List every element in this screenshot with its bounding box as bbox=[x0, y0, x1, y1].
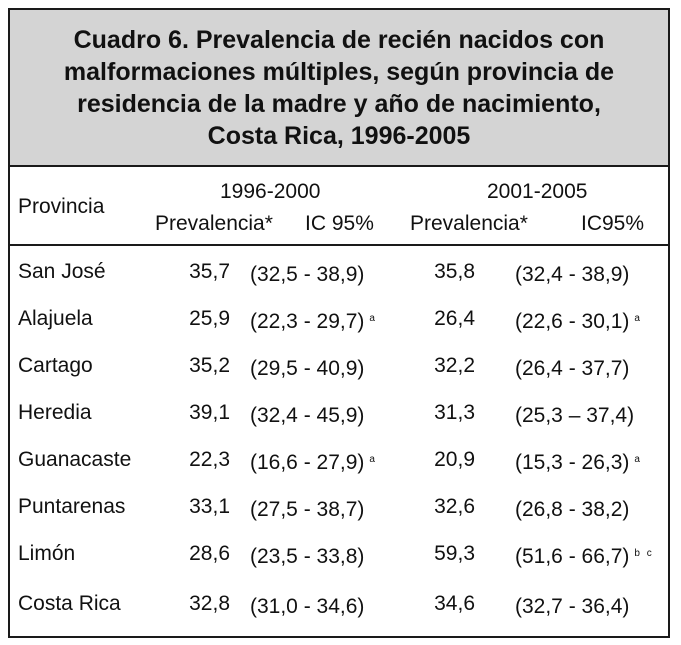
table-row-total: Costa Rica 32,8 (31,0 - 34,6) 34,6 (32,7… bbox=[10, 580, 668, 627]
cell-ic-1: (23,5 - 33,8) bbox=[250, 530, 369, 580]
cell-prevalencia-2: 26,4 bbox=[434, 307, 475, 330]
cell-prevalencia-1: 35,7 bbox=[189, 260, 230, 283]
cell-prevalencia-2: 34,6 bbox=[434, 592, 475, 615]
footnote-marker: a bbox=[369, 313, 377, 324]
ic-value: (32,4 - 45,9) bbox=[250, 404, 365, 427]
ic-value: (51,6 - 66,7) bbox=[515, 545, 630, 568]
footnote-marker: a bbox=[634, 454, 642, 465]
title-line: residencia de la madre y año de nacimien… bbox=[77, 90, 601, 118]
footnote-marker: a bbox=[634, 313, 642, 324]
header-provincia: Provincia bbox=[18, 195, 105, 218]
table-row: Heredia 39,1 (32,4 - 45,9) 31,3 (25,3 – … bbox=[10, 389, 668, 436]
footnote-marker: b c bbox=[634, 548, 654, 559]
ic-value: (26,8 - 38,2) bbox=[515, 498, 630, 521]
cell-ic-1: (27,5 - 38,7) bbox=[250, 483, 369, 533]
cell-prevalencia-2: 35,8 bbox=[434, 260, 475, 283]
cell-ic-2: (32,4 - 38,9) bbox=[515, 248, 634, 298]
cell-prevalencia-1: 35,2 bbox=[189, 354, 230, 377]
cell-provincia: Cartago bbox=[18, 354, 93, 377]
cell-ic-2: (15,3 - 26,3) a bbox=[515, 436, 642, 486]
cell-ic-2: (26,4 - 37,7) bbox=[515, 342, 634, 392]
cell-ic-2: (51,6 - 66,7) b c bbox=[515, 530, 654, 580]
ic-value: (15,3 - 26,3) bbox=[515, 451, 630, 474]
ic-value: (27,5 - 38,7) bbox=[250, 498, 365, 521]
table-title: Cuadro 6. Prevalencia de recién nacidos … bbox=[10, 24, 668, 152]
ic-value: (29,5 - 40,9) bbox=[250, 357, 365, 380]
cell-ic-2: (22,6 - 30,1) a bbox=[515, 295, 642, 345]
ic-value: (32,4 - 38,9) bbox=[515, 263, 630, 286]
title-line: malformaciones múltiples, según provinci… bbox=[63, 58, 615, 86]
ic-value: (32,5 - 38,9) bbox=[250, 263, 365, 286]
title-box: Cuadro 6. Prevalencia de recién nacidos … bbox=[10, 10, 668, 167]
cell-prevalencia-1: 25,9 bbox=[189, 307, 230, 330]
table-row: San José 35,7 (32,5 - 38,9) 35,8 (32,4 -… bbox=[10, 248, 668, 295]
ic-value: (22,3 - 29,7) bbox=[250, 310, 365, 333]
ic-value: (31,0 - 34,6) bbox=[250, 595, 365, 618]
ic-value: (16,6 - 27,9) bbox=[250, 451, 365, 474]
cell-provincia: San José bbox=[18, 260, 106, 283]
header-prevalencia-1: Prevalencia* bbox=[155, 212, 273, 235]
header-ic-1: IC 95% bbox=[305, 212, 374, 235]
table-row: Alajuela 25,9 (22,3 - 29,7) a 26,4 (22,6 … bbox=[10, 295, 668, 342]
table-row: Limón 28,6 (23,5 - 33,8) 59,3 (51,6 - 66… bbox=[10, 530, 668, 577]
cell-ic-2: (26,8 - 38,2) bbox=[515, 483, 634, 533]
cell-prevalencia-2: 31,3 bbox=[434, 401, 475, 424]
cell-provincia: Costa Rica bbox=[18, 592, 121, 615]
cell-prevalencia-1: 33,1 bbox=[189, 495, 230, 518]
cell-prevalencia-2: 20,9 bbox=[434, 448, 475, 471]
cell-provincia: Puntarenas bbox=[18, 495, 126, 518]
cell-ic-1: (29,5 - 40,9) bbox=[250, 342, 369, 392]
header-period-1996-2000: 1996-2000 bbox=[220, 180, 321, 203]
header-prevalencia-2: Prevalencia* bbox=[410, 212, 528, 235]
header-divider bbox=[10, 244, 668, 246]
header-period-2001-2005: 2001-2005 bbox=[487, 180, 588, 203]
title-line: Cuadro 6. Prevalencia de recién nacidos … bbox=[73, 26, 605, 54]
cell-ic-1: (22,3 - 29,7) a bbox=[250, 295, 377, 345]
cell-ic-2: (25,3 – 37,4) bbox=[515, 389, 639, 439]
title-line: Costa Rica, 1996-2005 bbox=[207, 122, 471, 150]
ic-value: (22,6 - 30,1) bbox=[515, 310, 630, 333]
ic-value: (32,7 - 36,4) bbox=[515, 595, 630, 618]
cell-prevalencia-2: 32,2 bbox=[434, 354, 475, 377]
cell-ic-1: (16,6 - 27,9) a bbox=[250, 436, 377, 486]
cell-ic-1: (32,4 - 45,9) bbox=[250, 389, 369, 439]
ic-value: (26,4 - 37,7) bbox=[515, 357, 630, 380]
cell-prevalencia-1: 32,8 bbox=[189, 592, 230, 615]
cell-prevalencia-2: 59,3 bbox=[434, 542, 475, 565]
table-row: Guanacaste 22,3 (16,6 - 27,9) a 20,9 (15,… bbox=[10, 436, 668, 483]
cell-ic-1: (32,5 - 38,9) bbox=[250, 248, 369, 298]
cell-prevalencia-1: 39,1 bbox=[189, 401, 230, 424]
table-row: Puntarenas 33,1 (27,5 - 38,7) 32,6 (26,8… bbox=[10, 483, 668, 530]
header-ic-2: IC95% bbox=[581, 212, 645, 235]
cell-prevalencia-1: 22,3 bbox=[189, 448, 230, 471]
cell-ic-2: (32,7 - 36,4) bbox=[515, 580, 634, 630]
cell-provincia: Heredia bbox=[18, 401, 92, 424]
cell-prevalencia-2: 32,6 bbox=[434, 495, 475, 518]
table-frame: Cuadro 6. Prevalencia de recién nacidos … bbox=[8, 8, 670, 638]
cell-prevalencia-1: 28,6 bbox=[189, 542, 230, 565]
cell-provincia: Limón bbox=[18, 542, 76, 565]
cell-ic-1: (31,0 - 34,6) bbox=[250, 580, 369, 630]
footnote-marker: a bbox=[369, 454, 377, 465]
cell-provincia: Alajuela bbox=[18, 307, 93, 330]
ic-value: (23,5 - 33,8) bbox=[250, 545, 365, 568]
table-row: Cartago 35,2 (29,5 - 40,9) 32,2 (26,4 - … bbox=[10, 342, 668, 389]
ic-value: (25,3 – 37,4) bbox=[515, 404, 635, 427]
cell-provincia: Guanacaste bbox=[18, 448, 132, 471]
